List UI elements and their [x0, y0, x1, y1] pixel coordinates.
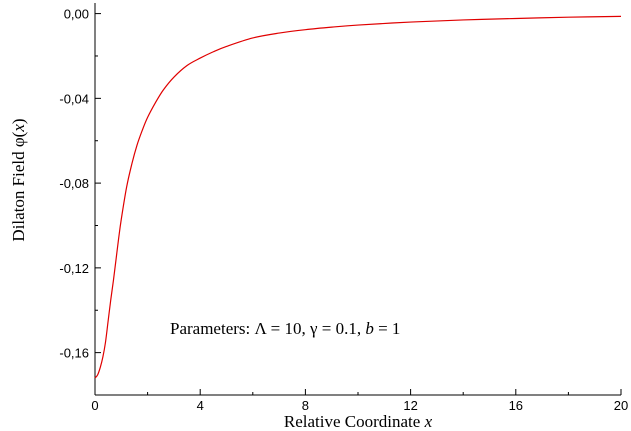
ticks [94, 13, 622, 396]
y-tick-label: -0,04 [59, 91, 89, 106]
x-tick-label: 0 [91, 398, 98, 413]
tick-labels: 0 4 8 12 16 20 0,00 -0,04 -0,08 -0,12 -0,16 [59, 7, 628, 413]
series-layer [94, 15, 622, 379]
x-tick-label: 12 [403, 398, 417, 413]
parameters-annotation: Parameters: Λ = 10, γ = 0.1, b = 1 [170, 319, 400, 338]
x-tick-label: 20 [614, 398, 628, 413]
y-tick-label: -0,16 [59, 346, 89, 361]
y-axis-title: Dilaton Field φ(x) [9, 118, 28, 241]
x-axis-title: Relative Coordinate x [284, 412, 433, 431]
y-tick-label: 0,00 [64, 7, 89, 22]
series-line [94, 15, 622, 379]
y-tick-label: -0,08 [59, 176, 89, 191]
x-tick-label: 16 [509, 398, 523, 413]
x-tick-label: 8 [302, 398, 309, 413]
y-tick-label: -0,12 [59, 261, 89, 276]
x-tick-label: 4 [197, 398, 204, 413]
